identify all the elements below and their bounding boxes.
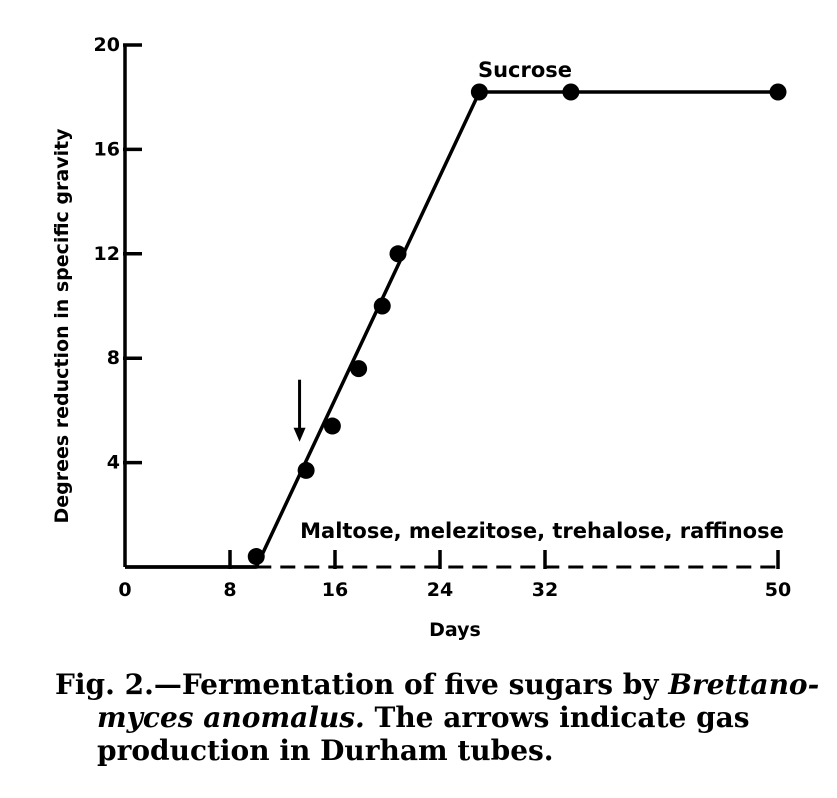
data-point-0-3 (350, 360, 368, 378)
series-labels: Sucrose Maltose, melezitose, trehalose, r… (300, 58, 784, 543)
data-point-0-0 (247, 548, 265, 566)
series-label-0: Sucrose (478, 58, 572, 82)
series-label-1: Maltose, melezitose, trehalose, raffinos… (300, 519, 784, 543)
x-tick-label-4: 32 (532, 579, 558, 601)
x-tick-label-3: 24 (427, 579, 453, 601)
series-layer (125, 83, 787, 569)
data-point-0-7 (562, 83, 580, 101)
x-ticks: 0 8 16 24 32 50 (118, 550, 791, 601)
data-point-0-1 (297, 461, 315, 479)
caption-line-2-rest: The arrows indicate gas (364, 701, 750, 734)
caption-line-1-prefix: Fig. 2.—Fermentation of five sugars by (55, 668, 669, 701)
x-axis-title: Days (429, 619, 481, 641)
figure-caption: Fig. 2.—Fermentation of five sugars by B… (55, 668, 825, 767)
y-ticks: 4 8 12 16 20 (94, 34, 142, 474)
caption-line-1: Fig. 2.—Fermentation of five sugars by B… (55, 668, 825, 701)
chart-figure: 4 8 12 16 20 0 8 16 24 32 50 Sucrose Maltose, mele… (51, 34, 791, 641)
caption-line-1-italic: Brettano- (668, 668, 820, 701)
y-tick-label-3: 16 (94, 138, 120, 160)
y-tick-label-2: 12 (94, 243, 120, 265)
axes (123, 45, 257, 569)
caption-line-2-italic: myces anomalus. (97, 701, 365, 734)
gas-arrow-head (293, 427, 306, 442)
data-point-0-8 (769, 83, 787, 101)
data-point-0-2 (323, 417, 341, 435)
x-tick-label-2: 16 (322, 579, 348, 601)
y-tick-label-1: 8 (107, 347, 120, 369)
x-tick-label-1: 8 (223, 579, 236, 601)
y-tick-label-4: 20 (94, 34, 120, 56)
gas-arrow-0 (293, 379, 306, 442)
caption-line-2: myces anomalus. The arrows indicate gas (55, 701, 825, 734)
data-point-0-5 (389, 245, 407, 263)
y-axis-title: Degrees reduction in specific gravity (51, 128, 73, 524)
x-tick-label-5: 50 (765, 579, 791, 601)
series-line-0 (125, 90, 778, 569)
gas-arrow-layer (293, 379, 306, 442)
data-point-0-4 (373, 297, 391, 315)
caption-line-3: production in Durham tubes. (97, 734, 554, 767)
y-tick-label-0: 4 (107, 452, 120, 474)
x-tick-label-0: 0 (118, 579, 131, 601)
data-point-0-6 (470, 83, 488, 101)
